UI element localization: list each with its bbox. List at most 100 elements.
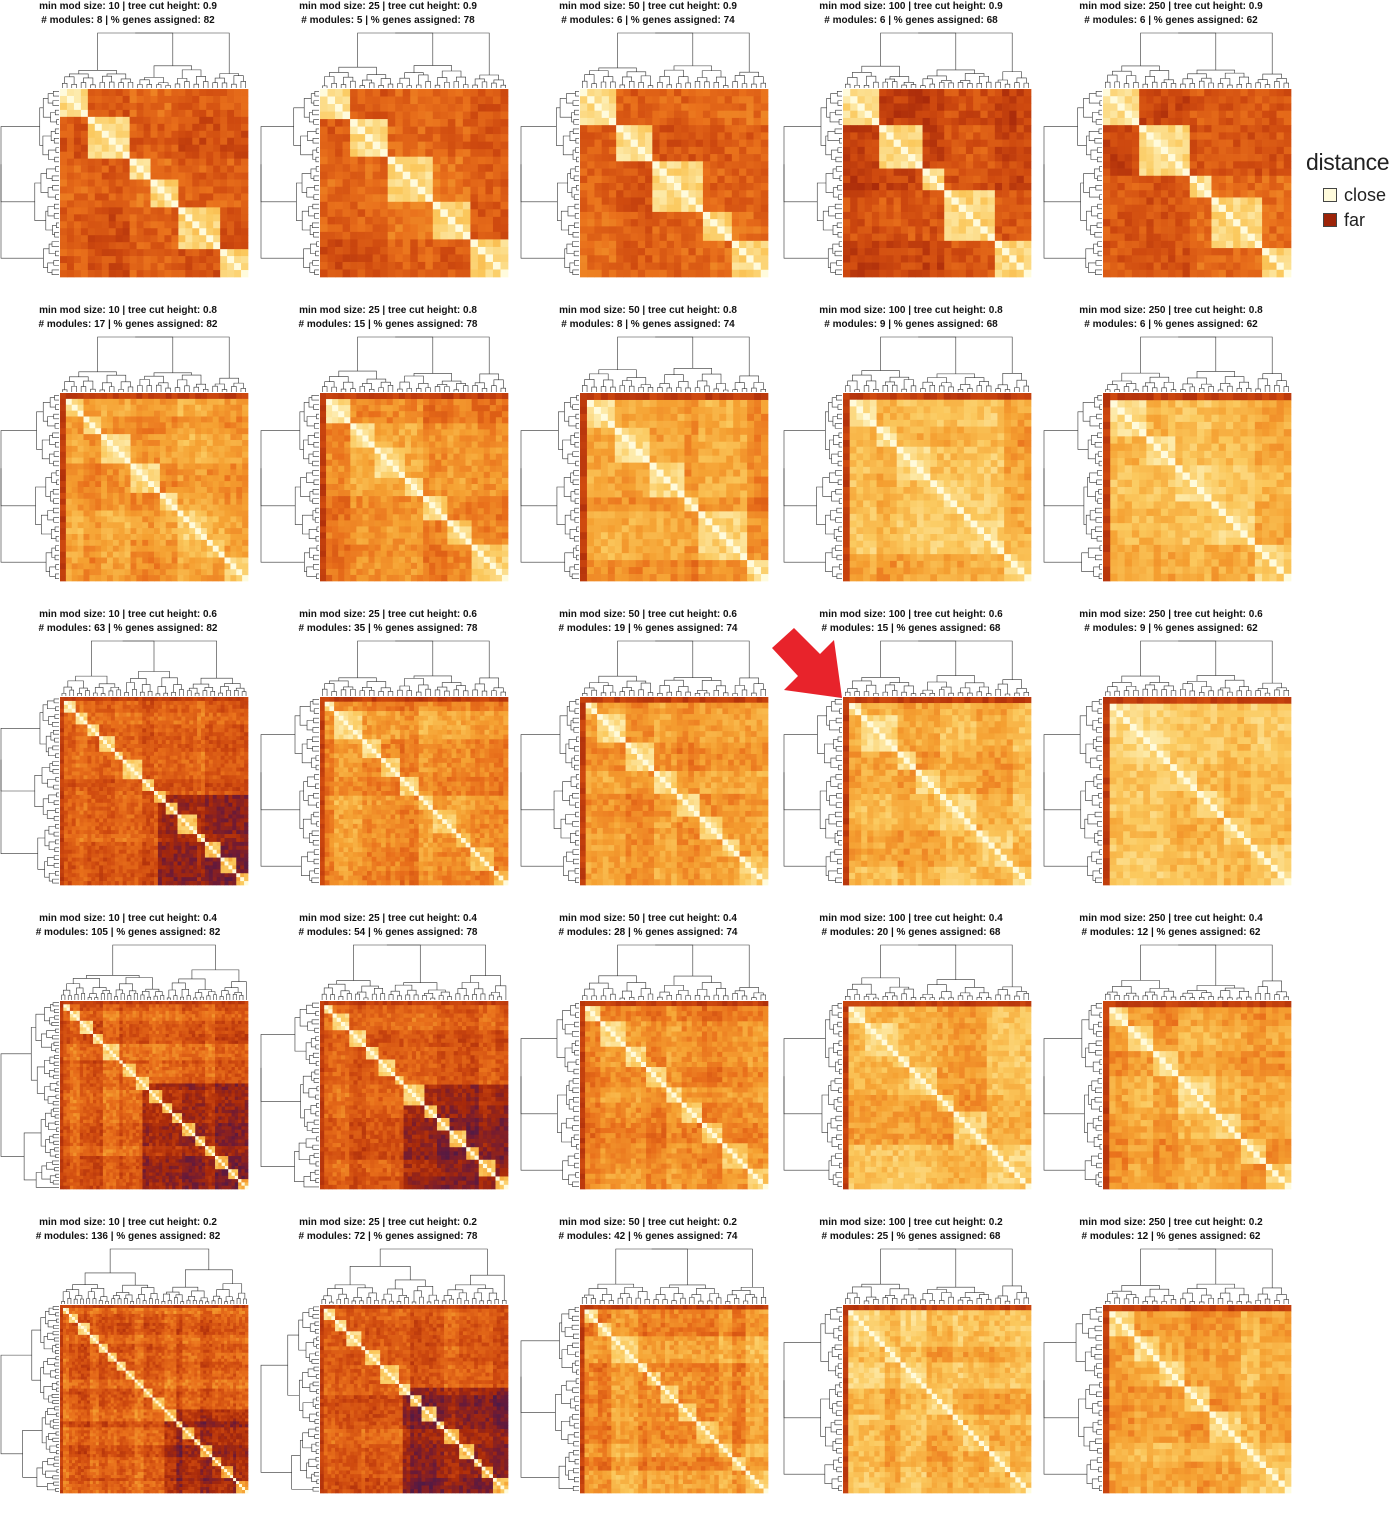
column-dendrogram — [1105, 640, 1289, 696]
panel-title-line1: min mod size: 50 | tree cut height: 0.8 — [520, 304, 776, 318]
heatmap-plot — [260, 1248, 509, 1494]
panel-title-line2: # modules: 25 | % genes assigned: 68 — [783, 1230, 1039, 1244]
heatmap-panel: min mod size: 50 | tree cut height: 0.2 #… — [520, 1216, 776, 1516]
heatmap-cells — [843, 697, 1032, 886]
panel-title-line2: # modules: 9 | % genes assigned: 68 — [783, 318, 1039, 332]
heatmap-cells — [843, 1305, 1032, 1494]
column-dendrogram — [62, 336, 246, 392]
legend-item-close: close — [1306, 184, 1400, 207]
panel-title-line2: # modules: 6 | % genes assigned: 74 — [520, 14, 776, 28]
panel-title: min mod size: 25 | tree cut height: 0.8 #… — [260, 304, 516, 332]
heatmap-cells — [1103, 1305, 1292, 1494]
panel-title-line2: # modules: 5 | % genes assigned: 78 — [260, 14, 516, 28]
panel-title: min mod size: 10 | tree cut height: 0.9 #… — [0, 0, 256, 28]
panel-title-line2: # modules: 20 | % genes assigned: 68 — [783, 926, 1039, 940]
heatmap-grid: min mod size: 10 | tree cut height: 0.9 #… — [0, 0, 1299, 1494]
panel-title-line2: # modules: 15 | % genes assigned: 78 — [260, 318, 516, 332]
heatmap-panel: min mod size: 25 | tree cut height: 0.9 #… — [260, 0, 516, 300]
panel-title-line1: min mod size: 250 | tree cut height: 0.8 — [1043, 304, 1299, 318]
panel-title-line2: # modules: 28 | % genes assigned: 74 — [520, 926, 776, 940]
heatmap-panel: min mod size: 25 | tree cut height: 0.6 #… — [260, 608, 516, 908]
panel-title-line2: # modules: 8 | % genes assigned: 82 — [0, 14, 256, 28]
heatmap-panel: min mod size: 250 | tree cut height: 0.8… — [1043, 304, 1299, 604]
panel-title-line1: min mod size: 250 | tree cut height: 0.4 — [1043, 912, 1299, 926]
legend: distance close far — [1306, 148, 1400, 232]
heatmap-plot — [783, 336, 1032, 582]
panel-title-line1: min mod size: 25 | tree cut height: 0.9 — [260, 0, 516, 14]
panel-title-line1: min mod size: 50 | tree cut height: 0.6 — [520, 608, 776, 622]
panel-title: min mod size: 25 | tree cut height: 0.4 #… — [260, 912, 516, 940]
row-dendrogram — [260, 395, 319, 579]
panel-title: min mod size: 50 | tree cut height: 0.4 #… — [520, 912, 776, 940]
legend-label-close: close — [1344, 184, 1386, 206]
panel-title: min mod size: 50 | tree cut height: 0.8 #… — [520, 304, 776, 332]
row-dendrogram — [1043, 395, 1102, 579]
column-dendrogram — [61, 640, 247, 696]
panel-title-line1: min mod size: 250 | tree cut height: 0.6 — [1043, 608, 1299, 622]
panel-title: min mod size: 250 | tree cut height: 0.2… — [1043, 1216, 1299, 1244]
heatmap-plot — [783, 640, 1032, 886]
panel-title-line2: # modules: 8 | % genes assigned: 74 — [520, 318, 776, 332]
column-dendrogram — [1105, 944, 1289, 1000]
column-dendrogram — [582, 640, 766, 696]
heatmap-panel: min mod size: 250 | tree cut height: 0.6… — [1043, 608, 1299, 908]
column-dendrogram — [321, 944, 507, 1000]
heatmap-panel: min mod size: 50 | tree cut height: 0.4 #… — [520, 912, 776, 1212]
row-dendrogram — [520, 91, 579, 275]
column-dendrogram — [582, 32, 766, 88]
heatmap-cells — [580, 89, 769, 278]
heatmap-cells — [580, 393, 769, 582]
heatmap-cells — [1103, 89, 1292, 278]
heatmap-cells — [60, 1305, 249, 1494]
highlight-arrow-icon — [772, 628, 842, 698]
row-dendrogram — [520, 395, 579, 579]
heatmap-panel: min mod size: 250 | tree cut height: 0.2… — [1043, 1216, 1299, 1516]
heatmap-cells — [580, 1305, 769, 1494]
panel-title-line2: # modules: 72 | % genes assigned: 78 — [260, 1230, 516, 1244]
row-dendrogram — [0, 698, 59, 884]
column-dendrogram — [581, 1248, 767, 1304]
heatmap-panel: min mod size: 50 | tree cut height: 0.8 #… — [520, 304, 776, 604]
panel-title-line1: min mod size: 25 | tree cut height: 0.2 — [260, 1216, 516, 1230]
panel-title-line2: # modules: 15 | % genes assigned: 68 — [783, 622, 1039, 636]
heatmap-panel: min mod size: 250 | tree cut height: 0.4… — [1043, 912, 1299, 1212]
heatmap-cells — [320, 1305, 509, 1494]
heatmap-cells — [60, 89, 249, 278]
column-dendrogram — [582, 336, 766, 392]
heatmap-plot — [0, 640, 249, 886]
row-dendrogram — [520, 1003, 579, 1187]
heatmap-panel: min mod size: 25 | tree cut height: 0.8 #… — [260, 304, 516, 604]
heatmap-plot — [520, 336, 769, 582]
panel-title: min mod size: 100 | tree cut height: 0.9… — [783, 0, 1039, 28]
column-dendrogram — [322, 640, 506, 696]
panel-title-line1: min mod size: 10 | tree cut height: 0.8 — [0, 304, 256, 318]
panel-title-line2: # modules: 35 | % genes assigned: 78 — [260, 622, 516, 636]
panel-title: min mod size: 100 | tree cut height: 0.2… — [783, 1216, 1039, 1244]
panel-title-line2: # modules: 42 | % genes assigned: 74 — [520, 1230, 776, 1244]
panel-title: min mod size: 100 | tree cut height: 0.6… — [783, 608, 1039, 636]
heatmap-cells — [580, 697, 769, 886]
row-dendrogram — [783, 395, 842, 579]
panel-title-line2: # modules: 136 | % genes assigned: 82 — [0, 1230, 256, 1244]
panel-title-line1: min mod size: 250 | tree cut height: 0.9 — [1043, 0, 1299, 14]
column-dendrogram — [582, 944, 766, 1000]
heatmap-plot — [0, 1248, 249, 1494]
column-dendrogram — [321, 1248, 507, 1304]
legend-swatch-far — [1323, 213, 1337, 227]
panel-title-line2: # modules: 17 | % genes assigned: 82 — [0, 318, 256, 332]
panel-title: min mod size: 25 | tree cut height: 0.2 #… — [260, 1216, 516, 1244]
heatmap-cells — [320, 393, 509, 582]
panel-title: min mod size: 10 | tree cut height: 0.4 #… — [0, 912, 256, 940]
heatmap-plot — [520, 640, 769, 886]
column-dendrogram — [322, 336, 506, 392]
heatmap-panel: min mod size: 100 | tree cut height: 0.9… — [783, 0, 1039, 300]
panel-title-line2: # modules: 19 | % genes assigned: 74 — [520, 622, 776, 636]
panel-title: min mod size: 25 | tree cut height: 0.6 #… — [260, 608, 516, 636]
row-dendrogram — [260, 1002, 319, 1188]
panel-title-line2: # modules: 63 | % genes assigned: 82 — [0, 622, 256, 636]
row-dendrogram — [260, 1306, 319, 1492]
heatmap-plot — [1043, 1248, 1292, 1494]
heatmap-cells — [60, 1001, 249, 1190]
panel-title-line2: # modules: 9 | % genes assigned: 62 — [1043, 622, 1299, 636]
row-dendrogram — [260, 699, 319, 883]
